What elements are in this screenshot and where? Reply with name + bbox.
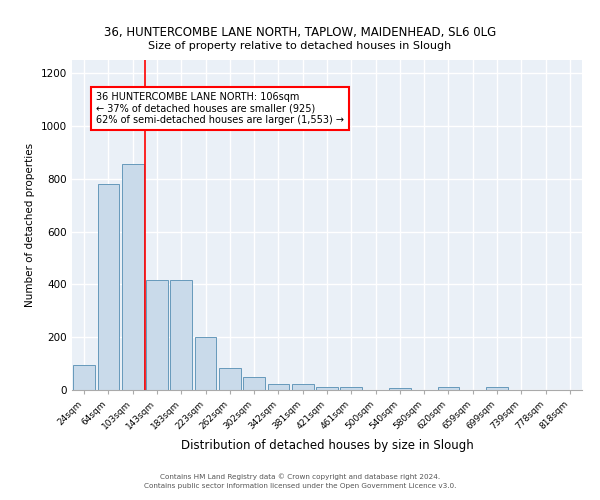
Bar [97, 184, 119, 390]
X-axis label: Distribution of detached houses by size in Slough: Distribution of detached houses by size … [181, 440, 473, 452]
Bar [389, 388, 411, 390]
Text: Size of property relative to detached houses in Slough: Size of property relative to detached ho… [148, 41, 452, 51]
Bar [316, 387, 338, 390]
Y-axis label: Number of detached properties: Number of detached properties [25, 143, 35, 307]
Bar [243, 377, 265, 390]
Bar [340, 388, 362, 390]
Text: 36 HUNTERCOMBE LANE NORTH: 106sqm
← 37% of detached houses are smaller (925)
62%: 36 HUNTERCOMBE LANE NORTH: 106sqm ← 37% … [96, 92, 344, 125]
Bar [194, 337, 217, 390]
Bar [170, 280, 192, 390]
Bar [146, 280, 168, 390]
Text: Contains HM Land Registry data © Crown copyright and database right 2024.
Contai: Contains HM Land Registry data © Crown c… [144, 474, 456, 489]
Bar [292, 384, 314, 390]
Bar [268, 384, 289, 390]
Text: 36, HUNTERCOMBE LANE NORTH, TAPLOW, MAIDENHEAD, SL6 0LG: 36, HUNTERCOMBE LANE NORTH, TAPLOW, MAID… [104, 26, 496, 39]
Bar [437, 388, 460, 390]
Bar [486, 387, 508, 390]
Bar [219, 368, 241, 390]
Bar [73, 365, 95, 390]
Bar [122, 164, 143, 390]
